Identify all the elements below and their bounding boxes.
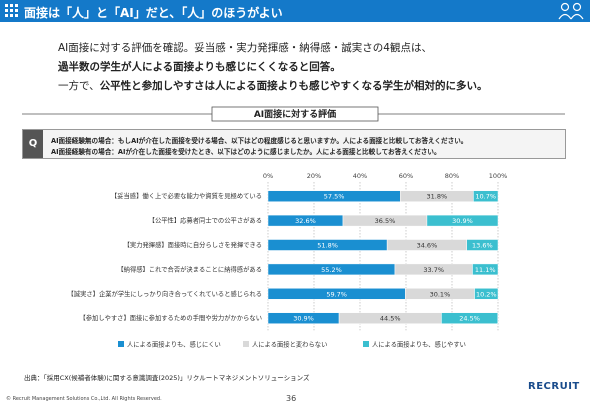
legend-swatch <box>363 341 369 347</box>
copyright: © Recruit Management Solutions Co.,Ltd. … <box>6 396 162 402</box>
value-label: 57.5% <box>324 193 345 201</box>
header-bar: 面接は「人」と「AI」だと、「人」のほうがよい <box>0 0 590 22</box>
value-label: 59.7% <box>326 290 347 298</box>
value-label: 44.5% <box>380 315 401 323</box>
bar-segment <box>267 312 340 324</box>
people-icon <box>558 2 584 20</box>
bar-segment <box>472 263 499 276</box>
question-line: AI面接経験無の場合：もしAIが介在した面接を受ける場合、以下はどの程度感じると… <box>51 137 468 145</box>
bar-segment <box>394 263 473 276</box>
bar-segment <box>267 190 401 202</box>
bar-segment <box>426 214 499 227</box>
header-icon <box>5 4 18 17</box>
value-label: 24.5% <box>459 315 480 323</box>
bar-segment <box>342 214 428 227</box>
legend-label: 人による面接よりも、感じにくい <box>127 340 221 349</box>
question-box: Q AI面接経験無の場合：もしAIが介在した面接を受ける場合、以下はどの程度感じ… <box>22 129 566 159</box>
value-label: 10.7% <box>475 193 496 201</box>
legend-swatch <box>118 341 124 347</box>
category-label: 【参加しやすさ】面接に参加するための手間や労力がかからない <box>79 313 262 322</box>
legend-swatch <box>243 341 249 347</box>
title-box <box>211 106 379 122</box>
bar-segment <box>267 239 388 251</box>
bar-segment <box>474 288 499 300</box>
category-label: 【誠実さ】企業が学生にしっかり向き合ってくれていると感じられる <box>67 289 262 298</box>
legend-label: 人による面接と変わらない <box>252 340 327 349</box>
x-tick-label: 0% <box>263 172 273 180</box>
value-label: 51.8% <box>317 242 338 250</box>
category-label: 【妥当感】働く上で必要な能力や資質を見極めている <box>111 191 262 200</box>
x-tick-label: 20% <box>307 172 321 180</box>
value-label: 30.9% <box>293 315 314 323</box>
bar-segment <box>400 190 474 202</box>
source: 出典：「採用CX(候補者体験)に関する意識調査(2025)」リクルートマネジメン… <box>24 374 310 382</box>
intro-line: 過半数の学生が人による面接よりも感じにくくなると回答。 <box>58 61 341 73</box>
intro-line: 一方で、 <box>58 80 100 92</box>
value-label: 13.6% <box>472 242 493 250</box>
legend-label: 人による面接よりも、感じやすい <box>372 340 466 349</box>
value-label: 34.6% <box>417 242 438 250</box>
x-tick-label: 80% <box>445 172 459 180</box>
intro-line: AI面接に対する評価を確認。妥当感・実力発揮感・納得感・誠実さの4観点は、 <box>58 42 432 54</box>
bar-segment <box>267 214 344 227</box>
question-line: AI面接経験有の場合：AIが介在した面接を受けたとき、以下はどのように感じました… <box>51 148 441 156</box>
bar-segment <box>267 263 396 276</box>
bar-segment <box>267 288 406 300</box>
bar-segment <box>441 312 499 324</box>
value-label: 36.5% <box>375 217 396 225</box>
value-label: 55.2% <box>321 266 342 274</box>
question-mark: Q <box>23 130 43 158</box>
value-label: 33.7% <box>423 266 444 274</box>
value-label: 30.9% <box>452 217 473 225</box>
logo: RECRUIT <box>528 381 580 392</box>
value-label: 31.8% <box>426 193 447 201</box>
category-label: 【実力発揮感】面接時に自分らしさを発揮できる <box>124 240 262 249</box>
chart-title: AI面接に対する評価 <box>254 108 336 120</box>
bar-segment <box>473 190 499 202</box>
x-tick-label: 40% <box>353 172 367 180</box>
value-label: 30.1% <box>430 290 451 298</box>
category-label: 【公平性】応募者同士での公平さがある <box>149 216 262 225</box>
category-label: 【納得感】これで合否が決まることに納得感がある <box>117 264 262 273</box>
bar-segment <box>466 239 499 251</box>
header-title: 面接は「人」と「AI」だと、「人」のほうがよい <box>24 6 283 20</box>
value-label: 11.1% <box>475 266 496 274</box>
value-label: 32.6% <box>295 217 316 225</box>
page-number: 36 <box>286 394 297 403</box>
x-tick-label: 60% <box>399 172 413 180</box>
bar-segment <box>405 288 475 300</box>
intro-line: 公平性と参加しやすさは人による面接よりも感じやすくなる学生が相対的に多い。 <box>99 80 488 92</box>
bar-segment <box>386 239 467 251</box>
value-label: 10.2% <box>476 290 497 298</box>
bar-segment <box>338 312 442 324</box>
x-tick-label: 100% <box>489 172 508 180</box>
